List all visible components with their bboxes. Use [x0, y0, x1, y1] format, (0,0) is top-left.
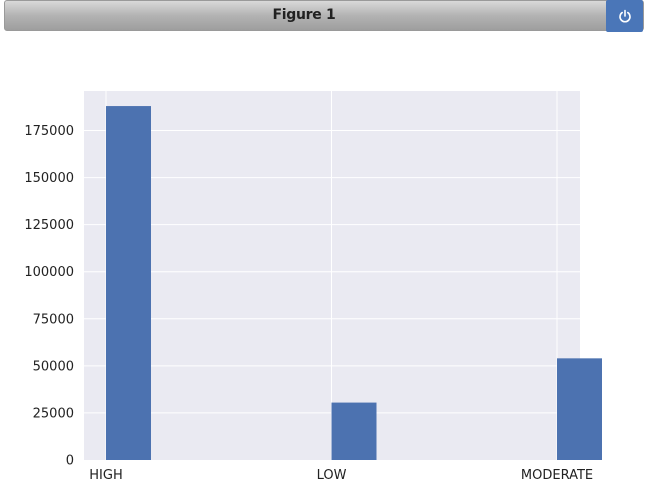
power-button[interactable]: [606, 0, 643, 32]
y-tick-label: 100000: [24, 265, 74, 280]
bar-high: [106, 106, 151, 461]
x-tick-label: LOW: [317, 468, 347, 483]
y-tick-label: 75000: [33, 312, 74, 327]
bar-low: [331, 402, 377, 460]
y-tick-label: 50000: [33, 359, 74, 374]
figure-titlebar: Figure 1: [4, 0, 644, 32]
y-tick-label: 175000: [24, 124, 74, 139]
x-tick-label: HIGH: [89, 468, 122, 483]
y-tick-label: 25000: [33, 406, 74, 421]
bar-moderate: [557, 358, 602, 460]
x-tick-label: MODERATE: [521, 468, 593, 483]
y-tick-label: 125000: [24, 218, 74, 233]
y-tick-label: 150000: [24, 171, 74, 186]
power-icon: [618, 9, 631, 23]
y-tick-label: 0: [66, 454, 74, 469]
window-title: Figure 1: [272, 7, 336, 23]
